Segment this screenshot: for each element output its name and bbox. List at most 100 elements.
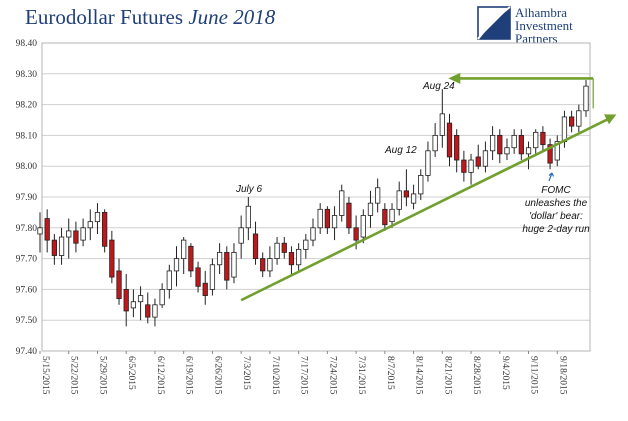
annotation-fomc-line: FOMC	[541, 185, 571, 196]
candle-body	[159, 288, 165, 306]
candle	[173, 246, 180, 287]
x-tick-label: 7/17/2015	[299, 356, 309, 395]
y-tick-label: 98.10	[16, 131, 38, 141]
candle-body	[152, 304, 158, 318]
fomc-pointer-head	[548, 172, 555, 177]
candle	[252, 221, 259, 265]
candle-body	[238, 227, 244, 244]
chart-title-contract: June 2018	[188, 5, 275, 29]
x-tick-label: 5/15/2015	[40, 356, 50, 395]
candle	[37, 212, 43, 253]
candle-body	[339, 190, 345, 216]
candle	[468, 153, 474, 185]
candle	[389, 203, 395, 228]
plot-area	[41, 42, 591, 352]
logo-line-2: Investment	[515, 18, 573, 33]
candle-body	[511, 134, 517, 149]
candle-body	[58, 236, 65, 256]
candle	[533, 129, 539, 154]
annotation-label: Aug 24	[422, 81, 455, 92]
candle	[432, 123, 438, 157]
logo-mark-icon	[477, 6, 511, 40]
candle-body	[475, 156, 481, 167]
candle	[224, 246, 230, 290]
x-tick-label: 7/3/2015	[241, 356, 251, 390]
candle	[403, 169, 410, 207]
candle	[525, 141, 532, 170]
y-tick-label: 97.80	[16, 224, 38, 234]
candle	[209, 258, 216, 296]
candle	[317, 203, 323, 234]
x-tick-label: 5/29/2015	[97, 356, 107, 395]
candle-body	[353, 227, 359, 241]
candle	[410, 184, 417, 210]
candle	[260, 252, 266, 278]
x-tick-label: 7/31/2015	[356, 356, 366, 395]
candle-body	[310, 227, 316, 241]
candle-body	[37, 227, 43, 235]
candle-body	[461, 159, 467, 173]
candle-body	[468, 159, 474, 173]
candle	[482, 141, 489, 173]
candle-body	[130, 301, 137, 309]
x-axis: 5/15/2015 5/22/2015 5/29/2015 6/5/2015 6/12/…	[39, 351, 567, 395]
candle	[109, 230, 115, 284]
annotation-fomc-line: unleashes the	[525, 198, 588, 209]
candle-body	[87, 221, 93, 229]
candle	[375, 178, 381, 213]
candle-body	[137, 295, 144, 303]
candle	[188, 243, 194, 278]
candle	[274, 237, 280, 265]
candle-body	[181, 239, 187, 259]
candle-body	[497, 134, 503, 155]
candle	[73, 221, 79, 253]
candle	[518, 129, 524, 161]
y-tick-label: 98.40	[16, 39, 38, 49]
candle	[569, 110, 575, 133]
candle-body	[569, 116, 575, 127]
candle-body	[489, 134, 496, 152]
candle	[130, 289, 137, 318]
candle-body	[324, 208, 330, 229]
candle-body	[389, 208, 395, 223]
y-tick-label: 98.20	[16, 101, 38, 111]
candle-body	[44, 218, 50, 241]
candle-body	[446, 122, 453, 158]
candle	[382, 203, 388, 231]
candle-body	[123, 288, 129, 312]
candle-body	[504, 147, 510, 155]
x-tick-label: 6/19/2015	[184, 356, 194, 395]
candle	[296, 243, 302, 271]
trendline	[240, 117, 609, 302]
candle	[116, 258, 122, 305]
candle	[145, 292, 151, 324]
candle	[360, 209, 366, 244]
candle-body	[518, 134, 524, 155]
candle-body	[173, 258, 180, 272]
candle	[461, 150, 467, 182]
candle	[425, 141, 431, 182]
candle-body	[260, 258, 266, 272]
candle-body	[73, 230, 79, 244]
candle	[281, 237, 287, 259]
candle	[288, 246, 295, 274]
x-tick-label: 9/4/2015	[500, 356, 510, 390]
candle	[339, 184, 345, 222]
annotation-label: Aug 12	[384, 145, 417, 156]
candle	[554, 135, 560, 167]
logo-line-1: Alhambra	[515, 5, 567, 20]
candle	[137, 286, 144, 321]
candle	[195, 261, 201, 293]
trendline-arrowhead	[604, 114, 617, 125]
candle-body	[80, 227, 86, 241]
candle-body	[109, 239, 115, 278]
candle-body	[317, 208, 323, 229]
x-tick-label: 7/24/2015	[327, 356, 337, 395]
candle	[583, 79, 589, 117]
candle-body	[202, 282, 208, 296]
x-tick-label: 7/10/2015	[270, 356, 280, 395]
candle	[245, 197, 251, 241]
candle-body	[274, 242, 280, 259]
x-tick-label: 5/22/2015	[69, 356, 79, 395]
candle	[44, 209, 50, 253]
